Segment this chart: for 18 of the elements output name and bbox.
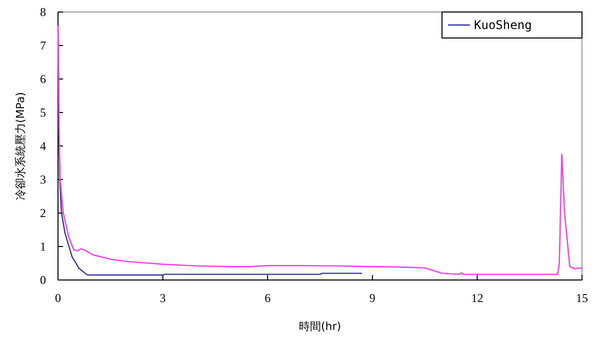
x-tick-label: 9 [369, 291, 376, 305]
y-tick-label: 5 [40, 106, 46, 120]
x-tick-label: 12 [471, 291, 484, 305]
y-axis-title: 冷卻水系統壓力(MPa) [14, 92, 27, 200]
x-tick-label: 0 [55, 291, 61, 305]
y-tick-label: 0 [40, 273, 46, 287]
legend-label: KuoSheng [474, 18, 532, 32]
y-tick-label: 4 [40, 139, 46, 153]
x-tick-label: 3 [160, 291, 166, 305]
x-axis-title: 時間(hr) [298, 320, 342, 333]
y-tick-label: 3 [40, 172, 46, 186]
y-tick-label: 6 [40, 72, 46, 86]
y-tick-label: 1 [40, 240, 46, 254]
x-tick-label: 6 [264, 291, 271, 305]
y-tick-label: 7 [40, 38, 46, 52]
y-tick-label: 2 [40, 206, 46, 220]
y-tick-label: 8 [40, 5, 46, 19]
x-tick-label: 15 [576, 291, 588, 305]
